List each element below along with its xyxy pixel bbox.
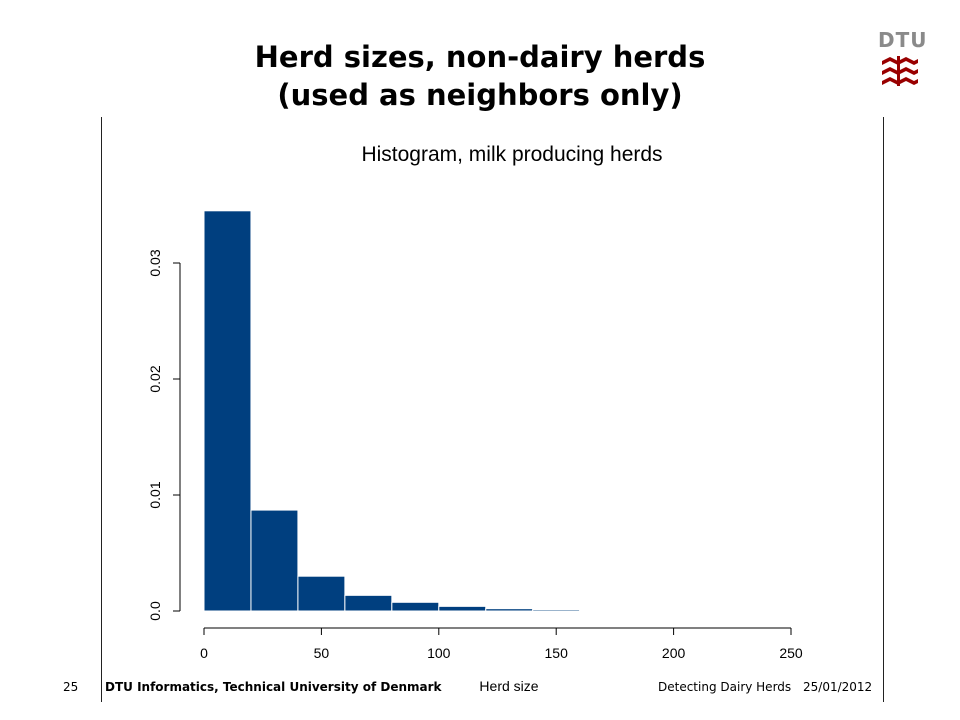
dtu-logo-text: DTU <box>878 28 928 52</box>
slide-title-line1: Herd sizes, non-dairy herds <box>254 40 706 74</box>
footer-date: 25/01/2012 <box>803 680 873 694</box>
y-tick-label: 0.0 <box>147 601 163 621</box>
slide-title: Herd sizes, non-dairy herds (used as nei… <box>120 38 840 114</box>
footer-organization: DTU Informatics, Technical University of… <box>105 680 442 694</box>
histogram-bar-9 <box>626 609 675 612</box>
x-axis-label: Herd size <box>479 678 538 694</box>
y-tick-label: 0.02 <box>147 365 163 392</box>
x-axis: 0 50 100 150 200 250 <box>200 627 803 661</box>
dtu-logo: DTU <box>878 28 928 88</box>
x-tick-label: 50 <box>314 645 330 661</box>
histogram-bar-7 <box>532 609 581 612</box>
dtu-logo-icon <box>882 56 918 86</box>
histogram-bar-5 <box>438 605 487 612</box>
slide-title-line2: (used as neighbors only) <box>277 78 683 112</box>
histogram-bar-1 <box>250 509 299 612</box>
x-tick-label: 100 <box>427 645 451 661</box>
footer-page-number: 25 <box>63 680 79 694</box>
y-tick-label: 0.01 <box>147 481 163 508</box>
left-divider <box>101 117 102 702</box>
y-tick-label: 0.03 <box>147 249 163 276</box>
x-tick-label: 0 <box>200 645 208 661</box>
right-divider <box>883 117 884 702</box>
y-axis: 0.0 0.01 0.02 0.03 <box>147 249 181 621</box>
chart-title: Histogram, milk producing herds <box>361 143 662 166</box>
histogram-bar-2 <box>297 575 346 612</box>
histogram-bar-4 <box>391 601 440 612</box>
histogram-bar-0 <box>203 210 252 612</box>
histogram-bar-6 <box>485 608 534 612</box>
histogram-bar-8 <box>579 609 628 612</box>
x-tick-label: 250 <box>779 645 803 661</box>
x-tick-label: 200 <box>662 645 686 661</box>
footer-presentation: Detecting Dairy Herds <box>658 680 792 694</box>
x-tick-label: 150 <box>545 645 569 661</box>
bars-group <box>203 210 722 612</box>
histogram-bar-3 <box>344 594 393 612</box>
